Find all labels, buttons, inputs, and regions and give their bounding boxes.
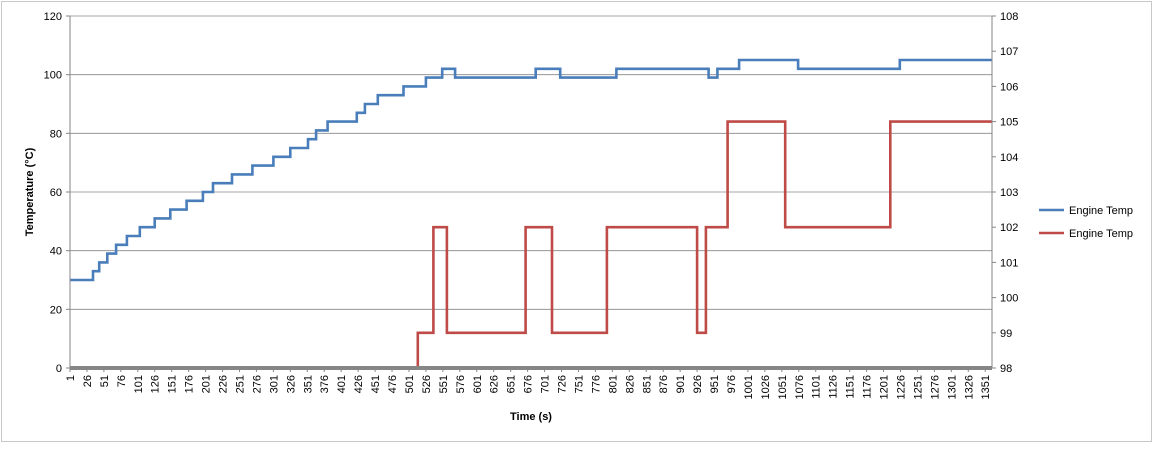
y2-tick-label: 102 <box>1000 222 1018 234</box>
x-tick-label: 726 <box>557 375 569 393</box>
y2-tick-label: 104 <box>1000 152 1018 164</box>
x-tick-label: 1 <box>65 375 77 381</box>
x-tick-label: 1126 <box>828 375 840 399</box>
x-tick-label: 526 <box>421 375 433 393</box>
x-tick-label: 1151 <box>845 375 857 399</box>
x-tick-label: 826 <box>624 375 636 393</box>
x-tick-label: 976 <box>726 375 738 393</box>
y-tick-label: 20 <box>50 304 62 316</box>
y-axis-right: 98 99 100 101 102 103 104 105 106 107 108 <box>991 11 1018 375</box>
y-tick-label: 40 <box>50 246 62 258</box>
x-tick-label: 1051 <box>777 375 789 399</box>
x-tick-label: 1276 <box>929 375 941 399</box>
y-tick-label: 80 <box>50 128 62 140</box>
y-tick-label: 0 <box>56 363 62 375</box>
y-axis-title: Temperature (°C) <box>24 147 36 236</box>
y-tick-label: 120 <box>44 11 62 23</box>
x-axis-title: Time (s) <box>510 411 552 423</box>
y2-tick-label: 98 <box>1000 363 1012 375</box>
x-tick-label: 1301 <box>946 375 958 399</box>
x-tick-label: 1001 <box>743 375 755 399</box>
x-tick-label: 1076 <box>794 375 806 399</box>
gridlines <box>70 15 992 310</box>
x-tick-label: 226 <box>218 375 230 393</box>
x-tick-label: 126 <box>150 375 162 393</box>
y2-tick-label: 106 <box>1000 81 1018 93</box>
x-tick-label: 1351 <box>980 375 992 399</box>
x-tick-label: 1226 <box>895 375 907 399</box>
x-tick-label: 801 <box>607 375 619 393</box>
x-tick-label: 201 <box>201 375 213 393</box>
x-tick-label: 76 <box>116 375 128 387</box>
x-tick-label: 451 <box>370 375 382 393</box>
x-tick-label: 676 <box>523 375 535 393</box>
x-tick-label: 601 <box>472 375 484 393</box>
y-tick-label: 100 <box>44 70 62 82</box>
legend: Engine Temp Engine Temp <box>1039 205 1133 240</box>
x-tick-label: 1201 <box>879 375 891 399</box>
x-tick-label: 176 <box>184 375 196 393</box>
x-tick-label: 376 <box>319 375 331 393</box>
x-axis: 1 26 51 76 101 126 151 176 201 226 251 276 301 326 351… <box>65 366 992 399</box>
x-tick-label: 851 <box>641 375 653 393</box>
x-tick-label: 1326 <box>963 375 975 399</box>
x-tick-label: 1101 <box>811 375 823 399</box>
x-tick-label: 576 <box>455 375 467 393</box>
x-tick-label: 776 <box>590 375 602 393</box>
x-tick-label: 301 <box>268 375 280 393</box>
x-tick-label: 751 <box>573 375 585 393</box>
x-tick-label: 476 <box>387 375 399 393</box>
x-tick-label: 651 <box>506 375 518 393</box>
y2-tick-label: 100 <box>1000 293 1018 305</box>
x-tick-label: 551 <box>438 375 450 393</box>
series-line-2 <box>70 120 992 370</box>
series-lines <box>70 58 992 370</box>
x-tick-label: 351 <box>302 375 314 393</box>
x-tick-label: 1176 <box>862 375 874 399</box>
x-tick-label: 926 <box>692 375 704 393</box>
x-tick-label: 1026 <box>760 375 772 399</box>
x-tick-label: 51 <box>99 375 111 387</box>
x-tick-label: 426 <box>353 375 365 393</box>
x-tick-label: 326 <box>285 375 297 393</box>
y2-tick-label: 103 <box>1000 187 1018 199</box>
x-tick-label: 701 <box>540 375 552 393</box>
y2-tick-label: 101 <box>1000 257 1018 269</box>
x-tick-label: 626 <box>489 375 501 393</box>
x-tick-label: 501 <box>404 375 416 393</box>
x-tick-label: 26 <box>82 375 94 387</box>
y2-tick-label: 107 <box>1000 46 1018 58</box>
y-axis-left: 0 20 40 60 80 100 120 <box>44 11 71 375</box>
x-tick-label: 401 <box>336 375 348 393</box>
x-tick-label: 276 <box>251 375 263 393</box>
x-tick-label: 901 <box>675 375 687 393</box>
x-tick-label: 951 <box>709 375 721 393</box>
y2-tick-label: 105 <box>1000 117 1018 129</box>
y2-tick-label: 108 <box>1000 11 1018 23</box>
x-tick-label: 151 <box>167 375 179 393</box>
legend-label-1: Engine Temp <box>1069 205 1133 217</box>
legend-label-2: Engine Temp <box>1069 228 1133 240</box>
series-line-1 <box>70 58 992 282</box>
y-tick-label: 60 <box>50 187 62 199</box>
x-tick-label: 1251 <box>912 375 924 399</box>
x-tick-label: 876 <box>658 375 670 393</box>
x-tick-label: 101 <box>133 375 145 393</box>
y2-tick-label: 99 <box>1000 328 1012 340</box>
x-tick-label: 251 <box>234 375 246 393</box>
